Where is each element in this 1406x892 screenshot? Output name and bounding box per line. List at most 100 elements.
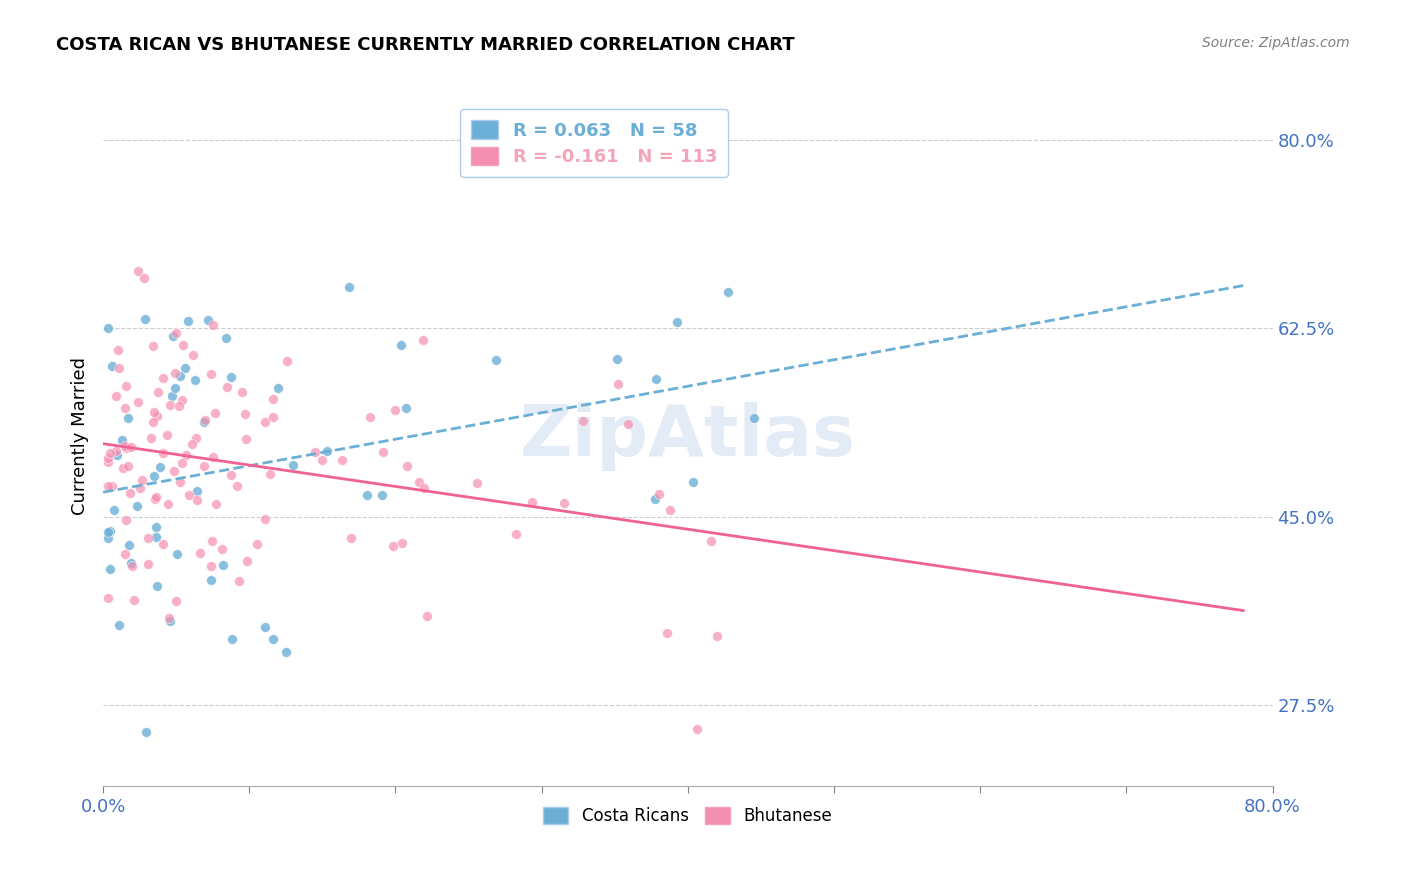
Point	[184, 373, 207, 387]
Point	[131, 473, 153, 487]
Point	[316, 444, 339, 458]
Point	[105, 449, 128, 463]
Point	[214, 331, 236, 345]
Point	[373, 445, 395, 459]
Point	[505, 527, 527, 541]
Point	[172, 338, 194, 352]
Point	[262, 409, 284, 424]
Point	[200, 367, 222, 381]
Point	[337, 280, 360, 294]
Point	[152, 446, 174, 460]
Point	[167, 400, 190, 414]
Point	[142, 468, 165, 483]
Point	[143, 491, 166, 506]
Point	[118, 538, 141, 552]
Point	[103, 503, 125, 517]
Point	[159, 614, 181, 628]
Point	[235, 432, 257, 446]
Point	[233, 407, 256, 421]
Point	[121, 559, 143, 574]
Point	[157, 611, 180, 625]
Point	[112, 461, 135, 475]
Point	[96, 591, 118, 605]
Point	[193, 459, 215, 474]
Point	[104, 389, 127, 403]
Point	[682, 475, 704, 489]
Point	[149, 459, 172, 474]
Point	[101, 359, 124, 373]
Point	[228, 574, 250, 588]
Point	[98, 524, 121, 538]
Point	[356, 488, 378, 502]
Point	[176, 314, 198, 328]
Point	[117, 459, 139, 474]
Point	[186, 492, 208, 507]
Point	[169, 475, 191, 490]
Point	[145, 520, 167, 534]
Point	[165, 326, 187, 340]
Point	[520, 495, 543, 509]
Point	[700, 534, 723, 549]
Text: Source: ZipAtlas.com: Source: ZipAtlas.com	[1202, 36, 1350, 50]
Point	[115, 441, 138, 455]
Point	[202, 450, 225, 465]
Point	[120, 440, 142, 454]
Point	[311, 453, 333, 467]
Point	[186, 484, 208, 499]
Point	[360, 409, 382, 424]
Point	[114, 401, 136, 416]
Point	[274, 645, 297, 659]
Point	[706, 629, 728, 643]
Point	[120, 556, 142, 570]
Point	[259, 467, 281, 482]
Point	[221, 632, 243, 647]
Point	[166, 547, 188, 561]
Point	[146, 579, 169, 593]
Point	[330, 452, 353, 467]
Point	[645, 372, 668, 386]
Point	[648, 487, 671, 501]
Point	[135, 724, 157, 739]
Point	[115, 513, 138, 527]
Point	[666, 315, 689, 329]
Point	[127, 499, 149, 513]
Point	[96, 531, 118, 545]
Point	[193, 415, 215, 429]
Point	[467, 475, 489, 490]
Point	[152, 537, 174, 551]
Point	[115, 379, 138, 393]
Point	[179, 488, 201, 502]
Point	[98, 446, 121, 460]
Point	[162, 389, 184, 403]
Point	[389, 338, 412, 352]
Point	[391, 536, 413, 550]
Point	[170, 456, 193, 470]
Point	[136, 557, 159, 571]
Point	[262, 632, 284, 646]
Point	[304, 445, 326, 459]
Point	[108, 360, 131, 375]
Y-axis label: Currently Married: Currently Married	[72, 357, 89, 515]
Point	[236, 554, 259, 568]
Point	[396, 458, 419, 473]
Point	[415, 609, 437, 624]
Point	[655, 625, 678, 640]
Point	[184, 431, 207, 445]
Point	[132, 270, 155, 285]
Point	[96, 524, 118, 539]
Point	[607, 377, 630, 392]
Point	[96, 450, 118, 465]
Point	[156, 427, 179, 442]
Point	[165, 366, 187, 380]
Point	[122, 593, 145, 607]
Point	[180, 437, 202, 451]
Point	[485, 352, 508, 367]
Point	[162, 328, 184, 343]
Point	[742, 410, 765, 425]
Point	[204, 406, 226, 420]
Point	[276, 353, 298, 368]
Point	[127, 395, 149, 409]
Point	[139, 431, 162, 445]
Point	[165, 381, 187, 395]
Point	[163, 463, 186, 477]
